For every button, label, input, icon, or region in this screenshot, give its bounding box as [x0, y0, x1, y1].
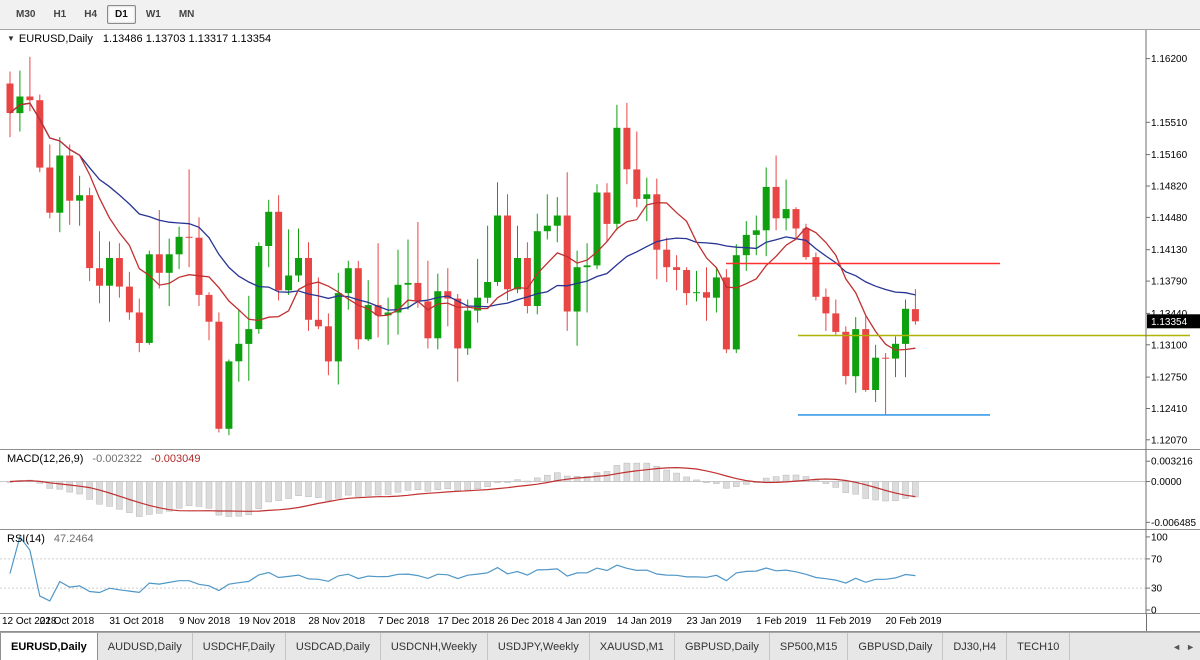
symbol-tab-usdjpy-weekly[interactable]: USDJPY,Weekly [487, 633, 590, 660]
symbol-tab-sp500-m15[interactable]: SP500,M15 [769, 633, 849, 660]
date-label: 1 Feb 2019 [756, 616, 807, 627]
timeframe-button-m30[interactable]: M30 [16, 9, 36, 20]
macd-canvas[interactable]: 0.003216 0.0000 -0.006485 [0, 450, 1200, 530]
macd-label: MACD(12,26,9) -0.002322 -0.003049 [7, 453, 201, 465]
date-label: 28 Nov 2018 [308, 616, 366, 627]
timeframe-button-h4[interactable]: H4 [84, 9, 98, 20]
symbol-dropdown-icon[interactable]: ▼ [7, 34, 15, 43]
tab-scroll-arrows: ◄ ► [1167, 633, 1200, 660]
date-label: 17 Dec 2018 [437, 616, 495, 627]
rsi-canvas[interactable]: 100 70 30 0 [0, 530, 1200, 614]
macd-name: MACD(12,26,9) [7, 453, 84, 465]
svg-text:1.12410: 1.12410 [1151, 404, 1188, 415]
date-label: 23 Jan 2019 [686, 616, 742, 627]
date-label: 14 Jan 2019 [616, 616, 672, 627]
svg-text:1.16200: 1.16200 [1151, 54, 1188, 65]
symbol-tab-eurusd-daily[interactable]: EURUSD,Daily [0, 633, 98, 660]
symbol-tab-gbpusd-daily[interactable]: GBPUSD,Daily [848, 633, 944, 660]
svg-text:1.12070: 1.12070 [1151, 435, 1188, 446]
svg-text:1.13100: 1.13100 [1151, 340, 1188, 351]
macd-value: -0.002322 [92, 453, 142, 465]
symbol-tab-usdchf-daily[interactable]: USDCHF,Daily [192, 633, 286, 660]
main-chart-canvas[interactable]: 1.16200 1.15510 1.15160 1.14820 1.14480 1.141… [0, 30, 1200, 450]
symbol-tabbar: EURUSD,Daily AUDUSD,Daily USDCHF,Daily USDC… [0, 632, 1200, 660]
svg-text:1.15510: 1.15510 [1151, 118, 1188, 129]
date-label: 19 Nov 2018 [238, 616, 296, 627]
rsi-axis: 100 70 30 0 [1145, 530, 1168, 615]
svg-text:1.13790: 1.13790 [1151, 277, 1188, 288]
macd-panel[interactable]: 0.003216 0.0000 -0.006485 MACD(12,26,9) -0… [0, 450, 1200, 530]
macd-histogram [6, 462, 919, 517]
symbol-tab-audusd-daily[interactable]: AUDUSD,Daily [97, 633, 193, 660]
date-axis[interactable]: 12 Oct 2018 22 Oct 2018 31 Oct 2018 9 Nov 2… [0, 614, 1200, 632]
symbol-tab-xauusd-m1[interactable]: XAUUSD,M1 [589, 633, 675, 660]
symbol-header: ▼ EURUSD,Daily 1.13486 1.13703 1.13317 1… [7, 33, 271, 45]
date-label: 7 Dec 2018 [378, 616, 430, 627]
symbol-name: EURUSD,Daily [18, 33, 93, 45]
svg-text:1.13354: 1.13354 [1151, 317, 1188, 328]
date-label: 12 Oct 2018 [2, 616, 57, 627]
rsi-label: RSI(14) 47.2464 [7, 533, 94, 545]
rsi-name: RSI(14) [7, 533, 45, 545]
timeframe-button-h1[interactable]: H1 [53, 9, 67, 20]
symbol-tabbar-tabs: EURUSD,Daily AUDUSD,Daily USDCHF,Daily USDC… [0, 633, 1071, 660]
date-label: 26 Dec 2018 [497, 616, 555, 627]
date-label: 9 Nov 2018 [179, 616, 231, 627]
symbol-tab-gbpusd-daily[interactable]: GBPUSD,Daily [674, 633, 770, 660]
svg-text:30: 30 [1151, 584, 1163, 595]
candles-layer [6, 56, 919, 436]
timeframe-bar: M30 H1 H4 D1 W1 MN [0, 0, 1200, 30]
timeframe-button-mn[interactable]: MN [178, 9, 195, 20]
svg-text:70: 70 [1151, 554, 1163, 565]
date-label: 31 Oct 2018 [109, 616, 164, 627]
svg-text:1.14820: 1.14820 [1151, 182, 1188, 193]
svg-text:0.0000: 0.0000 [1151, 477, 1182, 488]
price-axis[interactable]: 1.16200 1.15510 1.15160 1.14820 1.14480 1.141… [1145, 30, 1200, 450]
ohlc-values: 1.13486 1.13703 1.13317 1.13354 [102, 33, 272, 45]
svg-text:0.003216: 0.003216 [1151, 457, 1193, 468]
timeframe-button-d1[interactable]: D1 [107, 5, 136, 24]
macd-axis: 0.003216 0.0000 -0.006485 [1145, 450, 1196, 530]
macd-signal-value: -0.003049 [150, 453, 201, 465]
symbol-tab-usdcad-daily[interactable]: USDCAD,Daily [285, 633, 381, 660]
symbol-tab-dj30-h4[interactable]: DJ30,H4 [943, 633, 1008, 660]
symbol-tab-tech10[interactable]: TECH10 [1007, 633, 1071, 660]
date-label: 20 Feb 2019 [885, 616, 942, 627]
ma-slow-blue [9, 102, 916, 311]
date-label: 22 Oct 2018 [39, 616, 95, 627]
rsi-panel[interactable]: 100 70 30 0 RSI(14) 47.2464 [0, 530, 1200, 614]
timeframe-button-w1[interactable]: W1 [145, 9, 161, 20]
rsi-line [9, 535, 916, 602]
svg-text:1.14480: 1.14480 [1151, 213, 1188, 224]
current-price-badge [1147, 314, 1200, 329]
main-chart-panel[interactable]: 1.16200 1.15510 1.15160 1.14820 1.14480 1.141… [0, 30, 1200, 450]
svg-text:0: 0 [1151, 606, 1157, 615]
chart-area: 1.16200 1.15510 1.15160 1.14820 1.14480 1.141… [0, 30, 1200, 632]
rsi-value: 47.2464 [53, 533, 94, 545]
svg-text:100: 100 [1151, 532, 1168, 543]
svg-text:1.14130: 1.14130 [1151, 245, 1188, 256]
svg-text:-0.006485: -0.006485 [1151, 518, 1196, 529]
macd-signal-line [9, 466, 916, 512]
date-label: 4 Jan 2019 [557, 616, 607, 627]
svg-text:1.15160: 1.15160 [1151, 150, 1188, 161]
tab-scroll-left-icon[interactable]: ◄ [1172, 641, 1182, 652]
date-label: 11 Feb 2019 [815, 616, 872, 627]
ma-fast-red [9, 102, 916, 351]
tab-scroll-right-icon[interactable]: ► [1186, 641, 1195, 652]
symbol-tab-usdcnh-weekly[interactable]: USDCNH,Weekly [380, 633, 488, 660]
svg-text:1.12750: 1.12750 [1151, 373, 1188, 384]
